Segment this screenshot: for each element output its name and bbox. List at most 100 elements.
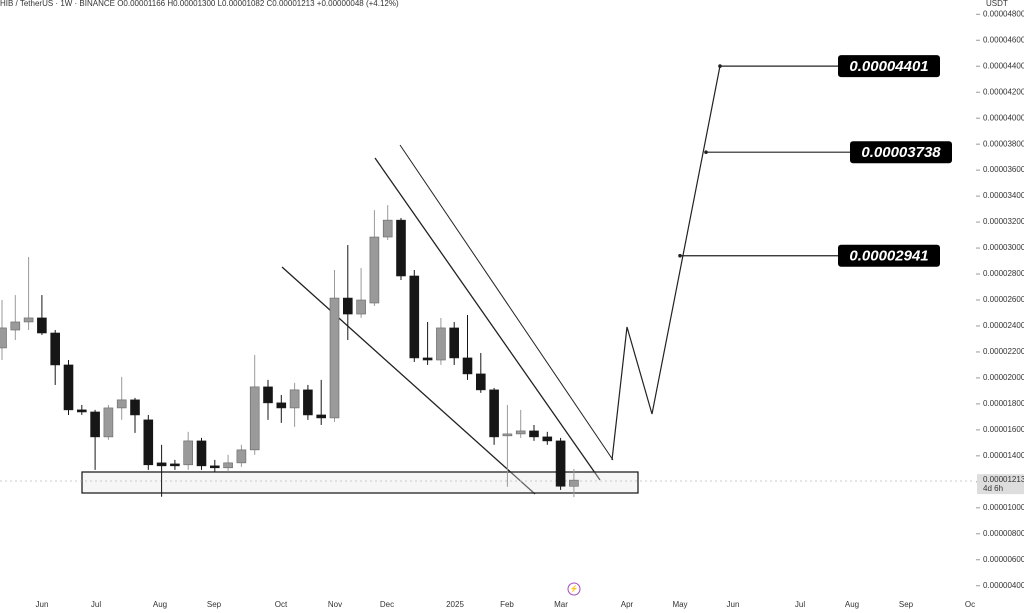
x-tick-label: Sep [899,600,914,609]
candle-body [116,399,127,409]
y-tick-label: 0.00004000 [983,113,1024,122]
x-tick-label: Feb [500,600,514,609]
candle-body [143,419,154,466]
target-label: 0.00002941 [849,248,928,265]
target-label: 0.00004401 [849,58,928,75]
candle-body [356,299,366,315]
candle-body [10,321,21,331]
x-tick-label: 2025 [446,600,464,609]
candle-body [223,462,233,469]
target-point [718,64,722,68]
candle-body [276,402,287,409]
candle-body [23,317,34,323]
target-label-box [838,55,940,78]
price-tag-label: 0.00001213 [983,475,1024,484]
x-tick-label: Jul [795,600,805,609]
candle-body [489,389,499,438]
candle-body [77,409,87,413]
y-tick-label: 0.00004800 [983,9,1024,18]
drawings [81,65,721,495]
y-tick-label: 0.00000400 [983,581,1024,590]
candle-body [369,236,380,304]
y-tick-label: 0.00004600 [983,35,1024,44]
candle-body [263,386,273,404]
y-tick-label: 0.00002200 [983,347,1024,356]
y-tick-label: 0.00002600 [983,295,1024,304]
chart-title: HIB / TetherUS · 1W · BINANCE O0.0000116… [0,0,399,8]
y-tick-label: 0.00004200 [983,87,1024,96]
candle-body [515,430,526,435]
y-tick-label: 0.00001600 [983,425,1024,434]
candle-body [130,399,140,416]
y-tick-label: 0.00002000 [983,373,1024,382]
candle-body [569,479,579,487]
candle-body [37,317,47,334]
candle-body [462,357,473,375]
x-tick-label: May [672,600,687,609]
trendline [281,266,536,495]
y-tick-label: 0.00000800 [983,529,1024,538]
candle-body [436,327,446,361]
x-tick-label: Oct [275,600,288,609]
x-tick-label: Sep [207,600,222,609]
candle-body [156,462,167,467]
candle-body [63,364,74,411]
countdown: 4d 6h [983,484,1003,493]
candle-body [236,449,247,464]
x-tick-label: Aug [153,600,167,609]
y-tick-label: 0.00002400 [983,321,1024,330]
x-tick-label: Mar [554,600,568,609]
target-point [704,150,708,155]
y-tick-label: 0.00003800 [983,139,1024,148]
candle-body [196,440,207,467]
candle-body [303,389,313,416]
candle-body [396,219,406,277]
target-label-box [850,141,952,164]
candle-body [103,407,114,438]
candle-body [542,436,553,442]
target-label: 0.00003738 [861,144,941,161]
y-tick-label: 0.00003000 [983,243,1024,252]
x-tick-label: Jul [91,600,101,609]
x-tick-label: Oc [965,600,975,609]
candle-body [50,332,61,366]
candle-body [183,440,193,466]
y-axis-unit: USDT [986,0,1008,8]
candle-body [329,297,340,419]
candle-body [170,463,180,467]
y-tick-label: 0.00003200 [983,217,1024,226]
y-tick-label: 0.00000600 [983,555,1024,564]
y-tick-label: 0.00003400 [983,191,1024,200]
candle-body [475,373,486,391]
candle-body [382,219,393,238]
y-tick-label: 0.00004400 [983,61,1024,70]
x-tick-label: Apr [621,600,634,609]
y-tick-label: 0.00001800 [983,399,1024,408]
candle-body [90,411,100,438]
support-zone [81,471,639,494]
projection-path [611,65,721,461]
candle-body [422,357,433,361]
price-tag [977,474,1024,495]
y-tick-label: 0.00003600 [983,165,1024,174]
y-tick-label: 0.00001400 [983,451,1024,460]
candle-body [289,389,300,409]
x-tick-label: Nov [328,600,342,609]
event-icon-glyph: ⚡ [570,584,579,593]
target-label-box [838,244,940,267]
y-tick-label: 0.00001000 [983,503,1024,512]
candle-body [316,414,327,419]
candle-body [409,275,420,359]
y-tick-label: 0.00002800 [983,269,1024,278]
candle-body [210,465,220,469]
candle-body [342,297,353,315]
target-point [678,253,682,258]
candle-body [529,430,539,438]
candle-body [502,433,513,437]
x-tick-label: Aug [845,600,859,609]
candle-body [449,327,460,359]
candle-body [0,327,7,349]
candle-body [249,386,260,451]
event-icon [567,582,581,596]
